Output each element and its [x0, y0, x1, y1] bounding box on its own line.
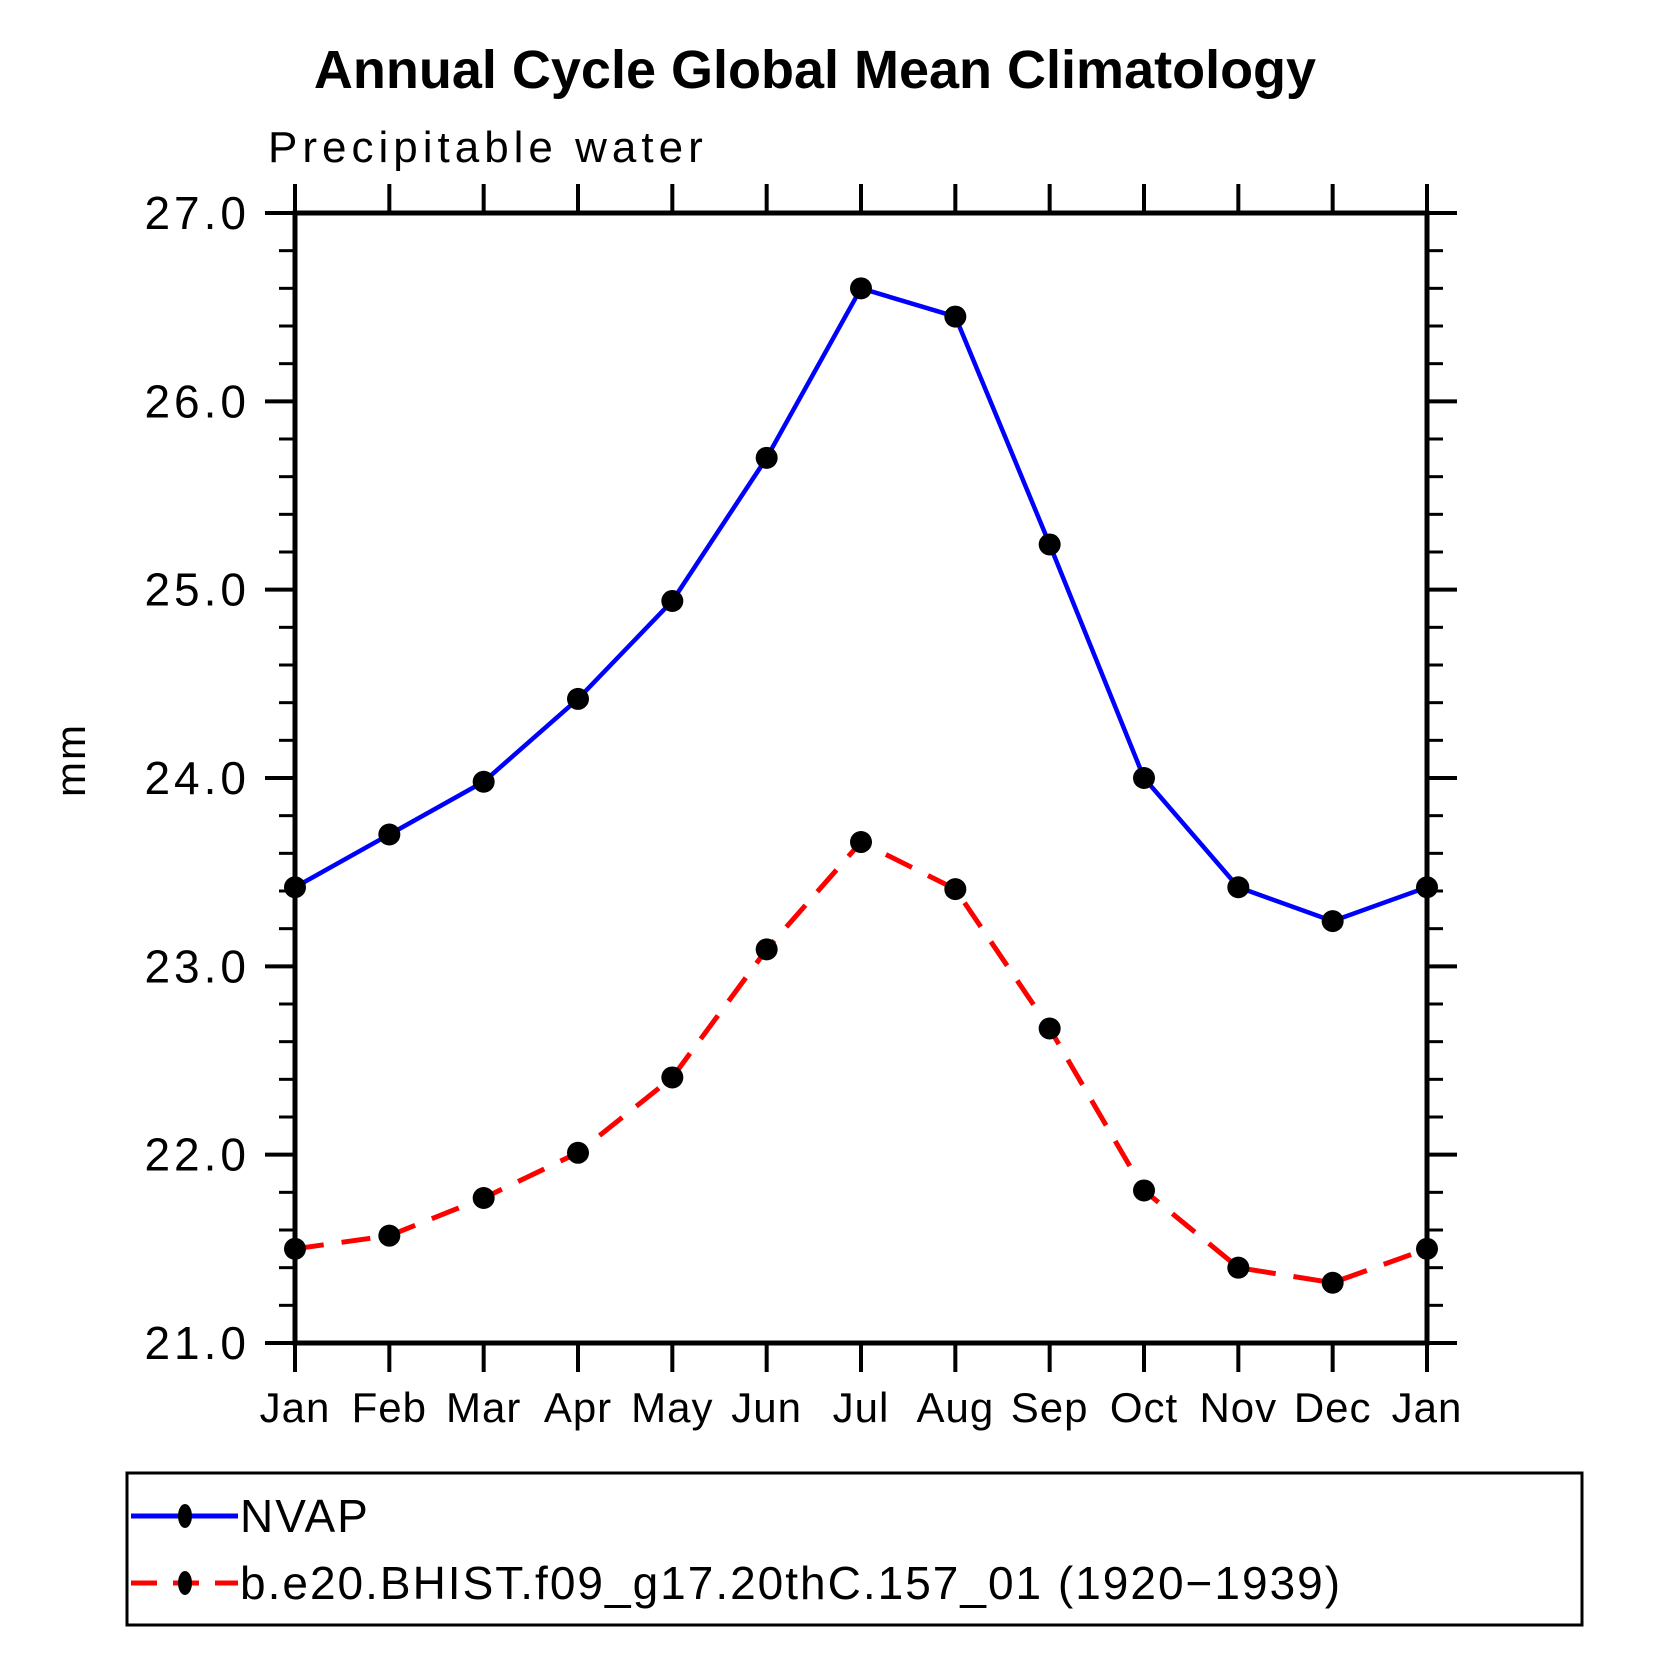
y-tick-label: 21.0	[144, 1317, 250, 1369]
y-axis-label: mm	[47, 723, 94, 797]
series-1-data-point	[378, 1224, 401, 1247]
x-tick-label: Mar	[446, 1384, 521, 1431]
y-tick-label: 27.0	[144, 187, 250, 239]
series-0-data-point	[850, 277, 872, 300]
series-1-data-point	[850, 831, 872, 854]
x-tick-label: Nov	[1199, 1384, 1277, 1431]
plot-frame	[292, 210, 1430, 1346]
series-line-0	[293, 286, 1428, 924]
series-1-data-point	[1038, 1017, 1061, 1040]
series-0-data-point	[567, 687, 589, 710]
y-tick-label: 24.0	[144, 752, 250, 804]
series-1-data-point	[944, 878, 967, 901]
series-0-data-point	[1416, 876, 1438, 899]
legend-sample-marker-0	[178, 1504, 192, 1528]
series-1-data-point	[1416, 1237, 1438, 1260]
y-tick-label: 26.0	[144, 375, 250, 427]
series-0-data-point	[1133, 767, 1155, 789]
series-plot	[284, 277, 1438, 1294]
series-1-data-point	[1321, 1271, 1344, 1294]
series-1-data-point	[1227, 1256, 1250, 1279]
y-tick-label: 25.0	[144, 564, 250, 616]
x-tick-label: Jul	[833, 1384, 890, 1431]
chart-subtitle: Precipitable water	[268, 123, 708, 172]
series-1-data-point	[661, 1066, 684, 1089]
x-tick-label: Feb	[352, 1384, 427, 1431]
x-tick-label: Aug	[916, 1384, 994, 1431]
y-tick-label: 22.0	[144, 1129, 250, 1181]
series-line-1	[294, 839, 1428, 1286]
series-1-data-point	[472, 1186, 495, 1209]
axes: Jan Feb Mar Apr May Jun Jul Aug Sep Oct Nov Dec Jan2…	[144, 184, 1463, 1431]
series-0-data-point	[1321, 910, 1344, 933]
series-1-data-point	[567, 1141, 589, 1164]
series-0-data-point	[661, 589, 684, 612]
chart-title: Annual Cycle Global Mean Climatology	[314, 40, 1316, 100]
x-tick-label: Apr	[544, 1384, 612, 1431]
series-0-data-point	[1038, 533, 1061, 556]
x-tick-label: Jan	[260, 1384, 331, 1431]
legend-label-model: b.e20.BHIST.f09_g17.20thC.157_01 (1920−1…	[240, 1557, 1342, 1609]
series-0-data-point	[472, 770, 495, 793]
series-0-data-point	[1227, 876, 1250, 899]
series-0-data-point	[944, 305, 967, 328]
x-tick-label: Sep	[1011, 1384, 1089, 1431]
legend-sample-marker-1	[178, 1571, 192, 1595]
series-1-data-point	[1133, 1179, 1155, 1202]
series-0-data-point	[284, 876, 306, 899]
series-0-data-point	[755, 446, 778, 469]
legend-label-nvap: NVAP	[240, 1490, 370, 1542]
legend-box	[125, 1471, 1584, 1627]
legend-samples	[131, 1504, 238, 1595]
x-tick-label: Oct	[1110, 1384, 1178, 1431]
x-tick-label: May	[631, 1384, 713, 1431]
x-tick-label: Jan	[1392, 1384, 1463, 1431]
series-1-data-point	[755, 938, 778, 961]
x-tick-label: Dec	[1294, 1384, 1372, 1431]
x-tick-label: Jun	[731, 1384, 802, 1431]
y-tick-label: 23.0	[144, 940, 250, 992]
series-1-data-point	[284, 1237, 306, 1260]
series-0-data-point	[378, 823, 401, 846]
legend: NVAP b.e20.BHIST.f09_g17.20thC.157_01 (1…	[125, 1471, 1584, 1627]
